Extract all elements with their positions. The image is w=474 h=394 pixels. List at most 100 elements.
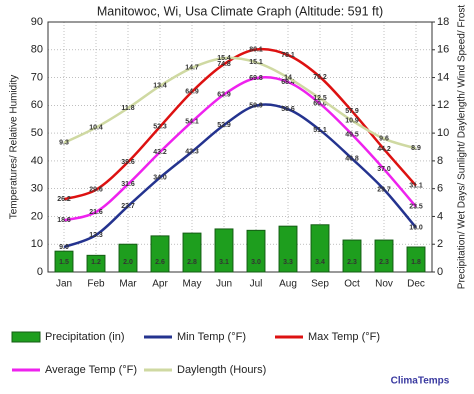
point-value-label: 78.1 — [281, 52, 295, 59]
precip-bar — [118, 243, 138, 273]
legend-label: Average Temp (°F) — [45, 364, 137, 376]
point-value-label: 12.5 — [313, 95, 327, 102]
point-value-label: 52.9 — [217, 122, 231, 129]
bar-value-label: 2.3 — [347, 259, 357, 266]
x-tick-label: Nov — [375, 279, 393, 290]
plot-frame — [47, 21, 433, 273]
point-value-label: 15.4 — [217, 55, 231, 62]
point-value-label: 74.8 — [217, 61, 231, 68]
point-value-label: 34.0 — [153, 174, 167, 181]
point-value-label: 60.6 — [313, 101, 327, 108]
point-value-label: 14 — [284, 74, 292, 81]
point-value-label: 8.9 — [411, 145, 421, 152]
point-value-label: 29.7 — [377, 186, 391, 193]
point-value-label: 21.6 — [89, 209, 103, 216]
legend-label: Max Temp (°F) — [308, 331, 380, 343]
point-value-label: 37.0 — [377, 166, 391, 173]
point-value-label: 59.9 — [249, 102, 263, 109]
y2-tick-label: 6 — [437, 183, 443, 195]
bar-value-label: 3.1 — [219, 259, 229, 266]
point-value-label: 10.4 — [89, 124, 103, 131]
precip-bar — [246, 229, 266, 273]
x-tick-label: Jul — [250, 279, 263, 290]
x-tick-label: Sep — [311, 279, 329, 290]
x-tick-label: Oct — [344, 279, 360, 290]
point-value-label: 31.1 — [409, 182, 423, 189]
precip-bar — [86, 254, 106, 273]
bar-value-label: 2.0 — [123, 259, 133, 266]
bar-value-label: 2.6 — [155, 259, 165, 266]
point-value-label: 43.2 — [153, 149, 167, 156]
y2-tick-label: 10 — [437, 127, 449, 139]
point-value-label: 52.3 — [153, 124, 167, 131]
precip-bar — [150, 235, 170, 273]
legend-label: Precipitation (in) — [45, 331, 124, 343]
y2-tick-label: 8 — [437, 155, 443, 167]
point-value-label: 11.8 — [121, 105, 134, 112]
y-tick-label: 50 — [31, 127, 43, 139]
point-value-label: 39.6 — [121, 159, 135, 166]
bar-value-label: 1.5 — [59, 259, 69, 266]
series-line — [63, 103, 417, 249]
precip-bar — [54, 250, 74, 273]
point-value-label: 18.6 — [57, 217, 71, 224]
x-tick-label: Feb — [87, 279, 105, 290]
y2-tick-label: 18 — [437, 16, 449, 28]
point-value-label: 49.5 — [345, 131, 359, 138]
chart-title: Manitowoc, Wi, Usa Climate Graph (Altitu… — [97, 4, 383, 18]
point-value-label: 9.6 — [379, 136, 389, 143]
point-value-label: 16.0 — [409, 224, 423, 231]
point-value-label: 51.1 — [313, 127, 327, 134]
y-tick-label: 30 — [31, 183, 43, 195]
point-value-label: 80.1 — [249, 46, 263, 53]
point-value-label: 9.3 — [59, 140, 69, 147]
y2-tick-label: 14 — [437, 71, 449, 83]
point-value-label: 43.3 — [185, 149, 199, 156]
precip-bar — [374, 239, 394, 273]
y-tick-label: 90 — [31, 16, 43, 28]
series-line — [63, 47, 417, 201]
y2-tick-label: 2 — [437, 238, 443, 250]
point-value-label: 58.6 — [281, 106, 295, 113]
bar-value-label: 3.4 — [315, 259, 325, 266]
bar-value-label: 1.2 — [91, 259, 101, 266]
point-value-label: 63.9 — [217, 91, 231, 98]
point-value-label: 64.9 — [185, 89, 199, 96]
series-line — [63, 56, 417, 150]
x-tick-label: Jun — [216, 279, 232, 290]
precip-bar — [310, 224, 330, 273]
y-axis-label: Temperatures/ Relative Humidity — [9, 75, 20, 220]
point-value-label: 14.7 — [185, 65, 199, 72]
series-line — [63, 75, 417, 222]
point-value-label: 13.4 — [153, 83, 167, 90]
point-value-label: 13.3 — [89, 232, 103, 239]
point-value-label: 44.2 — [377, 146, 391, 153]
point-value-label: 10.9 — [345, 117, 359, 124]
point-value-label: 57.9 — [345, 108, 359, 115]
y2-tick-label: 4 — [437, 210, 443, 222]
x-tick-label: Aug — [279, 279, 297, 290]
point-value-label: 23.5 — [409, 204, 423, 211]
y-tick-label: 70 — [31, 71, 43, 83]
y-tick-label: 60 — [31, 99, 43, 111]
precip-bar — [342, 239, 362, 273]
precip-bar — [278, 225, 298, 273]
x-tick-label: Dec — [407, 279, 425, 290]
y-tick-label: 20 — [31, 210, 43, 222]
bar-value-label: 1.8 — [411, 259, 421, 266]
precip-bar — [406, 246, 426, 273]
y2-tick-label: 12 — [437, 99, 449, 111]
y2-tick-label: 16 — [437, 44, 449, 56]
legend-label: Min Temp (°F) — [177, 331, 246, 343]
point-value-label: 40.8 — [345, 156, 359, 163]
point-value-label: 26.2 — [57, 196, 71, 203]
legend-label: Daylength (Hours) — [177, 364, 266, 376]
point-value-label: 68.4 — [281, 79, 295, 86]
point-value-label: 31.6 — [121, 181, 135, 188]
point-value-label: 69.8 — [249, 75, 263, 82]
bar-value-label: 2.8 — [187, 259, 197, 266]
precip-bar — [214, 228, 234, 273]
precip-bar — [182, 232, 202, 273]
x-tick-label: Mar — [119, 279, 137, 290]
